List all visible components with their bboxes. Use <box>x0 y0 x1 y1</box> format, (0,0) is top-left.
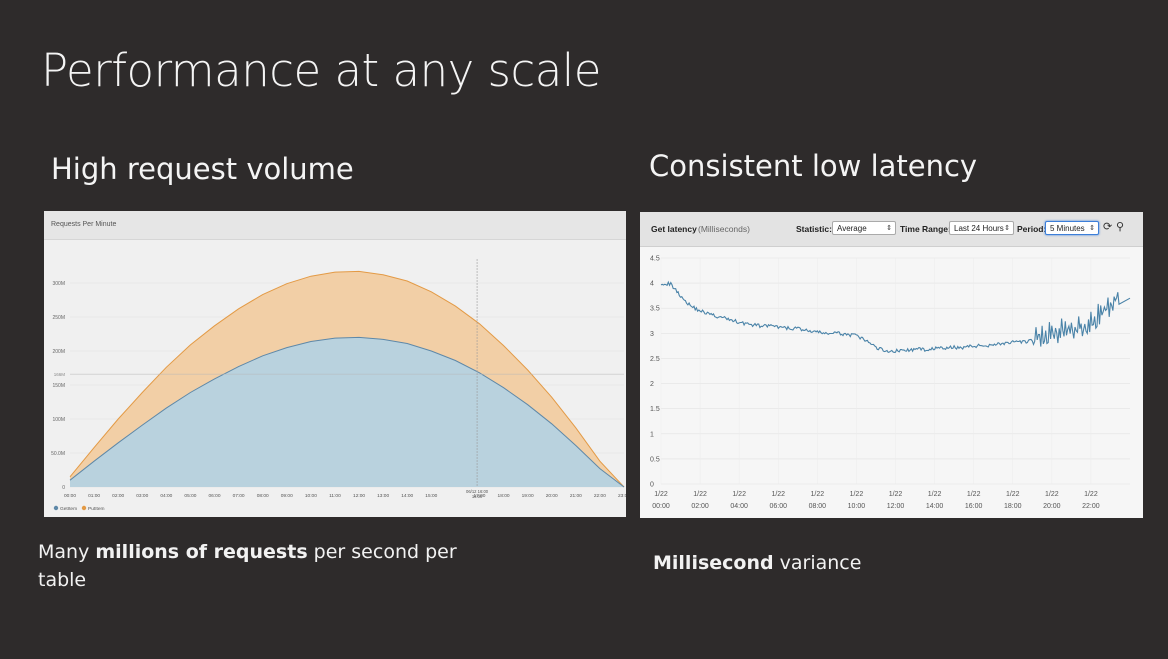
right-heading: Consistent low latency <box>649 149 978 183</box>
statistic-select[interactable]: Average ⇕ <box>832 221 896 235</box>
requests-chart-panel: Requests Per Minute 0 50.0M 100M 150M 200M 25… <box>44 211 626 517</box>
slide-title: Performance at any scale <box>41 44 601 97</box>
x-tick-date: 1/22 <box>850 491 864 498</box>
x-tick-label: 21:00 <box>570 493 582 499</box>
x-tick-date: 1/22 <box>928 491 942 498</box>
x-tick-time: 14:00 <box>926 503 944 510</box>
y-tick-label: 4 <box>650 281 654 288</box>
legend-putitem-swatch <box>81 505 87 511</box>
x-tick-label: 23:00 <box>618 493 626 499</box>
x-tick-date: 1/22 <box>1006 491 1020 498</box>
y-tick-label: 4.5 <box>650 256 660 263</box>
y-tick-label: 150M <box>52 383 65 389</box>
x-tick-time: 20:00 <box>1043 503 1061 510</box>
y-tick-label: 1.5 <box>650 406 660 413</box>
y-tick-label: 300M <box>52 281 65 287</box>
y-tick-label: 0 <box>650 482 654 489</box>
y-tick-label: 0 <box>62 485 65 491</box>
x-tick-label: 01:00 <box>88 493 100 499</box>
right-caption: Millisecond variance <box>653 552 862 574</box>
x-tick-label: 12:00 <box>353 493 365 499</box>
x-tick-label: 19:00 <box>522 493 534 499</box>
x-tick-date: 1/22 <box>693 491 707 498</box>
x-tick-label: 15:00 <box>425 493 437 499</box>
time-range-label: Time Range: <box>900 224 951 234</box>
x-tick-label: 10:00 <box>305 493 317 499</box>
x-tick-label: 20:00 <box>546 493 558 499</box>
x-tick-label: 07:00 <box>233 493 245 499</box>
x-tick-time: 16:00 <box>965 503 983 510</box>
period-label: Period: <box>1017 224 1047 234</box>
cursor-label-bottom: 16:00 <box>472 494 483 499</box>
x-tick-time: 18:00 <box>1004 503 1022 510</box>
x-tick-time: 08:00 <box>809 503 827 510</box>
y-tick-label: 2.5 <box>650 356 660 363</box>
latency-line <box>660 280 1131 354</box>
y-tick-label: 50.0M <box>51 451 65 457</box>
x-tick-label: 02:00 <box>112 493 124 499</box>
getitem-area <box>70 337 624 487</box>
x-tick-time: 06:00 <box>769 503 787 510</box>
x-tick-date: 1/22 <box>889 491 903 498</box>
x-tick-date: 1/22 <box>811 491 825 498</box>
legend-putitem-label: PutItem <box>88 506 105 512</box>
x-tick-label: 11:00 <box>329 493 341 499</box>
requests-chart-header: Requests Per Minute <box>44 211 626 240</box>
x-tick-time: 12:00 <box>887 503 905 510</box>
latency-chart-panel: Get latency (Milliseconds) Statistic: Av… <box>640 212 1143 518</box>
refresh-icon[interactable]: ⟳ <box>1103 221 1113 233</box>
time-range-select[interactable]: Last 24 Hours ⇕ <box>949 221 1014 235</box>
x-tick-time: 04:00 <box>730 503 748 510</box>
putitem-area <box>70 271 624 487</box>
x-tick-label: 22:00 <box>594 493 606 499</box>
requests-chart: 0 50.0M 100M 150M 200M 250M 300M 166M 00:00 01:00… <box>51 259 626 512</box>
y-tick-label: 1 <box>650 431 654 438</box>
y-tick-label: 250M <box>52 315 65 321</box>
y-tick-label: 100M <box>52 417 65 423</box>
left-heading: High request volume <box>51 152 354 186</box>
x-tick-date: 1/22 <box>1084 491 1098 498</box>
x-tick-date: 1/22 <box>771 491 785 498</box>
y-tick-label: 3.5 <box>650 306 660 313</box>
zoom-icon[interactable]: ⚲ <box>1116 221 1125 233</box>
latency-chart-title: Get latency <box>651 224 697 234</box>
x-tick-label: 14:00 <box>401 493 413 499</box>
y-tick-label: 2 <box>650 381 654 388</box>
x-tick-label: 06:00 <box>209 493 221 499</box>
x-tick-label: 09:00 <box>281 493 293 499</box>
period-select[interactable]: 5 Minutes ⇕ <box>1045 221 1099 235</box>
x-tick-time: 00:00 <box>652 503 670 510</box>
y-tick-label: 0.5 <box>650 456 660 463</box>
x-tick-label: 04:00 <box>160 493 172 499</box>
latency-toolbar: Get latency (Milliseconds) Statistic: Av… <box>640 212 1143 247</box>
x-tick-label: 03:00 <box>136 493 148 499</box>
x-tick-label: 00:00 <box>64 493 76 499</box>
x-tick-time: 10:00 <box>848 503 866 510</box>
x-tick-date: 1/22 <box>967 491 981 498</box>
left-caption: Many millions of requests per second per… <box>38 541 457 591</box>
x-tick-time: 22:00 <box>1082 503 1100 510</box>
legend-getitem-label: GetItem <box>60 506 77 512</box>
putitem-line <box>69 270 625 488</box>
x-tick-label: 18:00 <box>498 493 510 499</box>
statistic-label: Statistic: <box>796 224 832 234</box>
x-tick-label: 17:00 <box>473 493 485 499</box>
cursor-label-top: 06/12 16:00 <box>466 489 489 494</box>
x-tick-date: 1/22 <box>1045 491 1059 498</box>
x-tick-label: 08:00 <box>257 493 269 499</box>
y-tick-label: 3 <box>650 331 654 338</box>
x-tick-label: 05:00 <box>184 493 196 499</box>
y-tick-label: 200M <box>52 349 65 355</box>
requests-chart-title: Requests Per Minute <box>51 221 117 228</box>
latency-chart: 0 0.5 1 1.5 2 2.5 3 3.5 4 4.5 1/22 00:00 1/22 02:00 1/… <box>650 256 1131 510</box>
legend-getitem-swatch <box>53 505 59 511</box>
getitem-line <box>69 336 625 488</box>
x-tick-time: 02:00 <box>691 503 709 510</box>
reference-line-label: 166M <box>54 372 66 377</box>
x-tick-date: 1/22 <box>732 491 746 498</box>
latency-unit-label: (Milliseconds) <box>698 224 750 234</box>
x-tick-date: 1/22 <box>654 491 668 498</box>
x-tick-label: 13:00 <box>377 493 389 499</box>
